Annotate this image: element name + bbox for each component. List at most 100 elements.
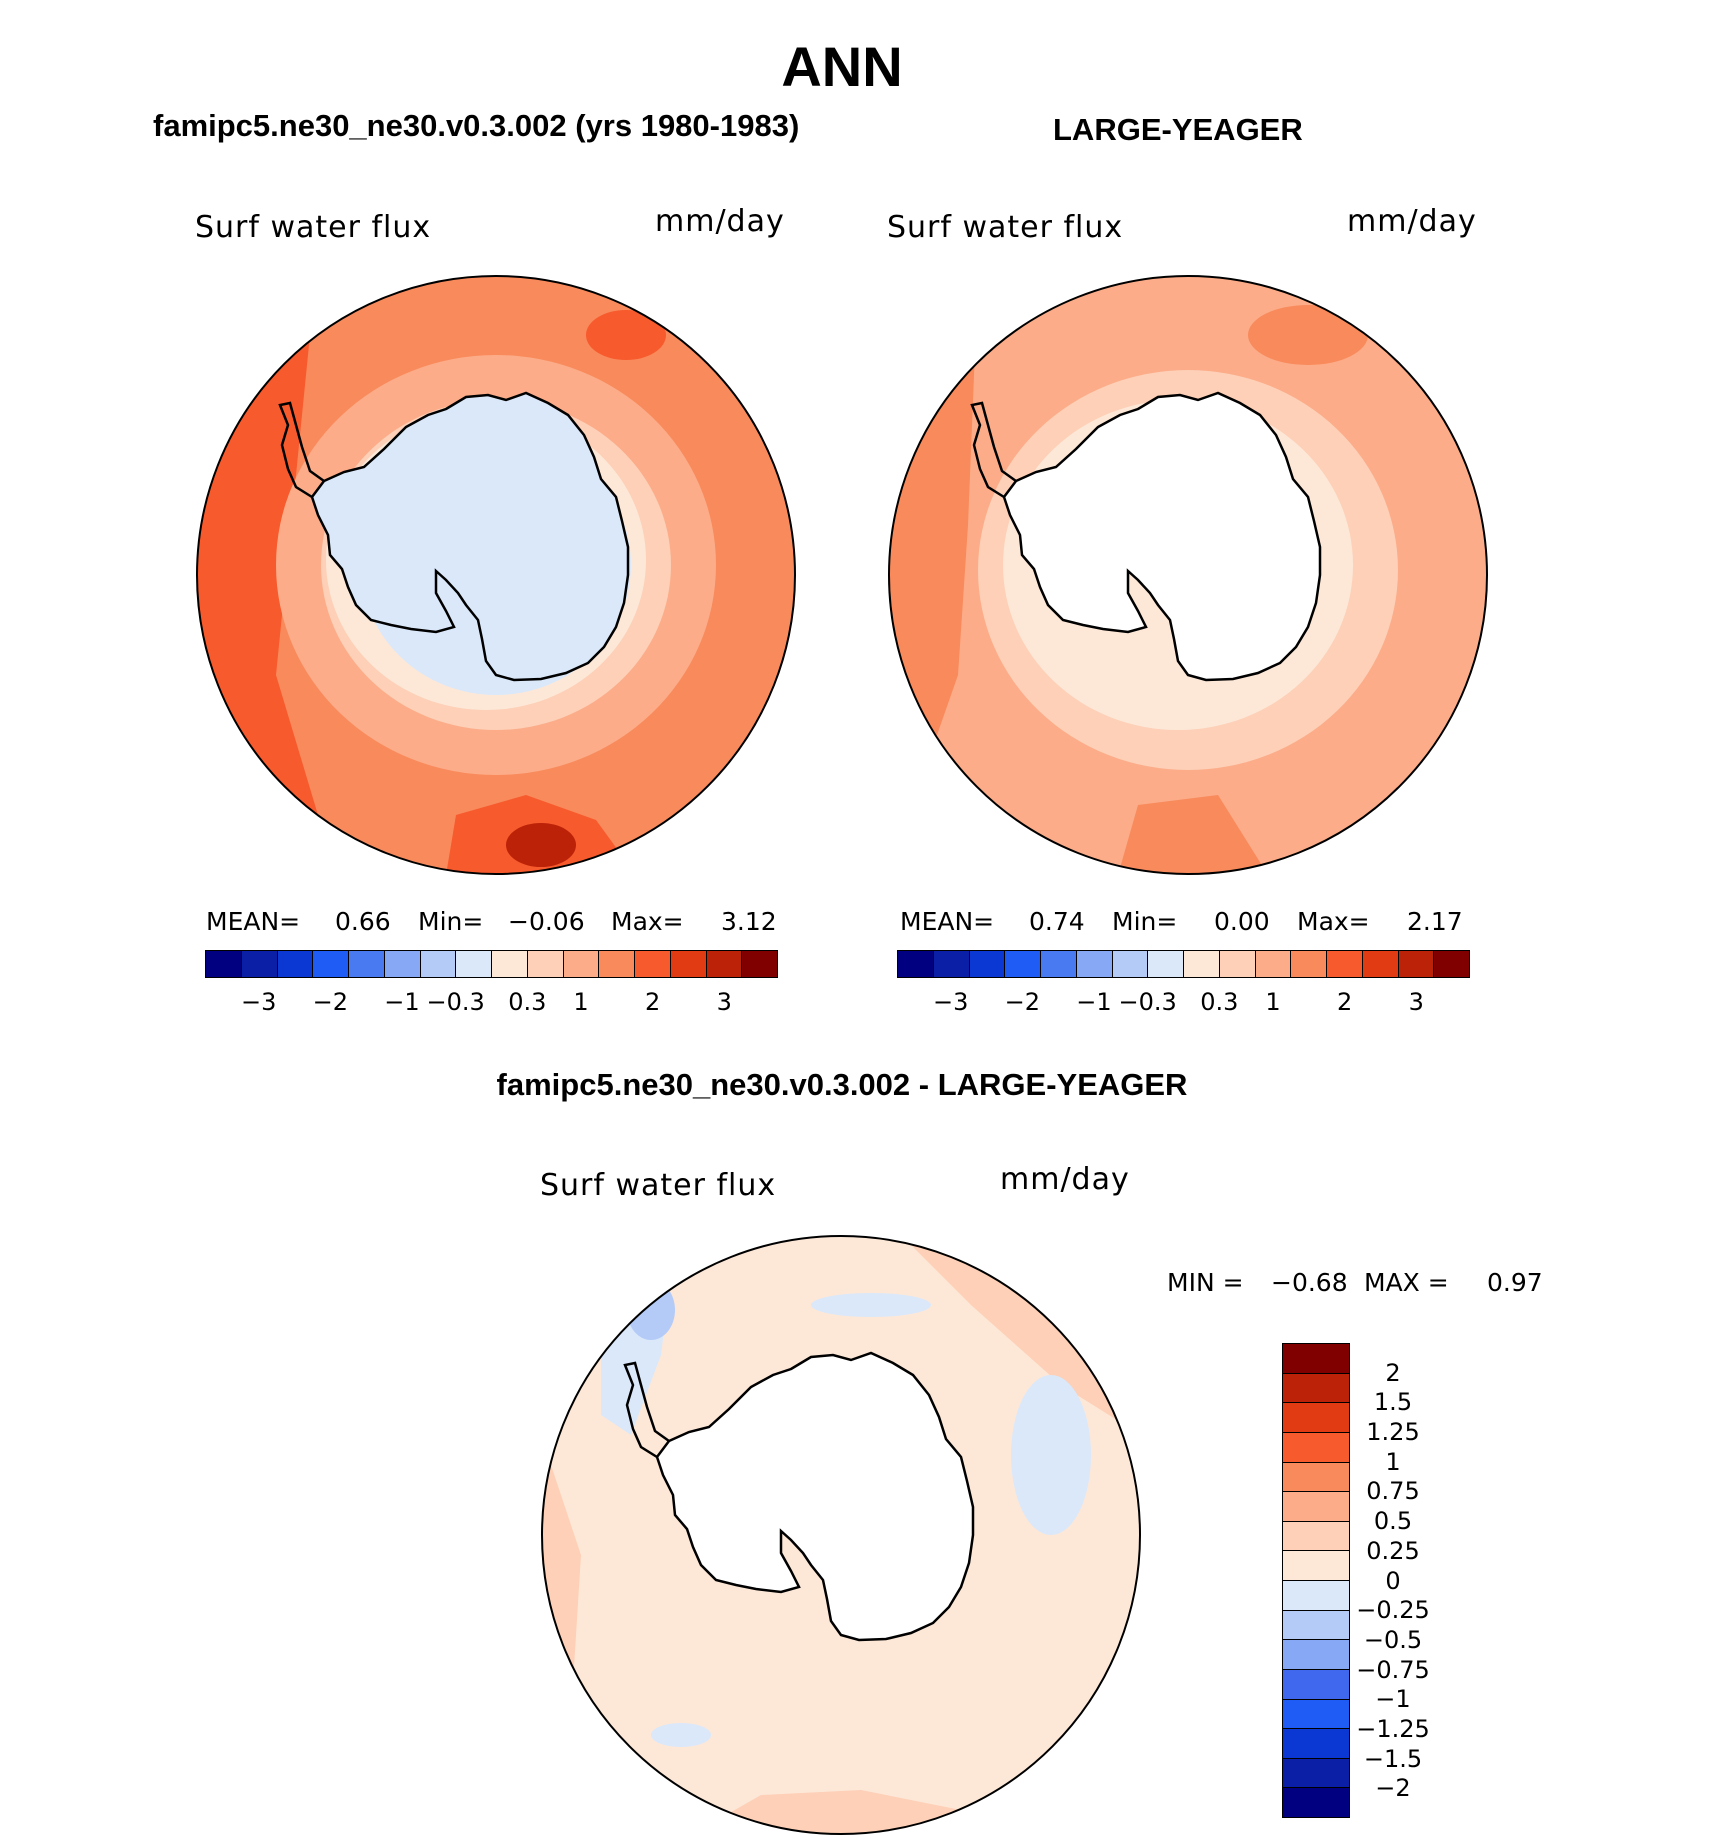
panel-title-model: famipc5.ne30_ne30.v0.3.002 (yrs 1980-198… bbox=[153, 108, 800, 143]
colorbar-swatch bbox=[313, 951, 349, 977]
colorbar-swatch bbox=[1255, 951, 1292, 977]
colorbar-swatch bbox=[742, 951, 777, 977]
colorbar-swatch bbox=[1041, 951, 1077, 977]
contour-region bbox=[506, 823, 576, 867]
map-border bbox=[196, 275, 796, 875]
colorbar-swatch bbox=[456, 951, 492, 977]
colorbar-swatch bbox=[706, 951, 743, 977]
diff-max-value: 0.97 bbox=[1487, 1268, 1543, 1297]
colorbar-tick-label: 2 bbox=[1337, 988, 1353, 1016]
colorbar-swatch bbox=[1327, 951, 1363, 977]
diff-min-label: MIN = bbox=[1167, 1268, 1244, 1297]
contour-region bbox=[1248, 305, 1368, 365]
colorbar-tick-label: −3 bbox=[933, 988, 969, 1016]
colorbar-swatch bbox=[1184, 951, 1220, 977]
colorbar-swatch bbox=[1283, 1373, 1349, 1404]
colorbar-swatch bbox=[1219, 951, 1256, 977]
colorbar-tick-label: −0.75 bbox=[1356, 1655, 1430, 1684]
colorbar-swatch bbox=[1283, 1462, 1349, 1493]
contour-region bbox=[901, 1236, 1140, 1435]
antarctica-coastline bbox=[310, 391, 630, 682]
antarctica-coastline bbox=[1002, 391, 1322, 682]
panel-title-obs: LARGE-YEAGER bbox=[1053, 112, 1303, 147]
colorbar-swatch bbox=[492, 951, 528, 977]
contour-region bbox=[627, 1280, 675, 1340]
colorbar-swatch bbox=[1283, 1344, 1349, 1374]
colorbar-swatch bbox=[1283, 1699, 1349, 1730]
colorbar-swatch bbox=[1283, 1521, 1349, 1552]
map-border bbox=[888, 275, 1488, 875]
colorbar-swatch bbox=[1362, 951, 1399, 977]
colorbar-tick-label: −0.25 bbox=[1356, 1596, 1430, 1625]
colorbar-swatch bbox=[1434, 951, 1469, 977]
units-label-model: mm/day bbox=[655, 204, 785, 239]
colorbar-tick-label: 1.5 bbox=[1373, 1388, 1413, 1417]
colorbar-swatch bbox=[349, 951, 385, 977]
colorbar-diff bbox=[1282, 1343, 1350, 1818]
mean-label-obs: MEAN= bbox=[900, 907, 995, 936]
variable-label-obs: Surf water flux bbox=[887, 210, 1124, 245]
colorbar-swatch bbox=[1291, 951, 1327, 977]
colorbar-swatch bbox=[635, 951, 671, 977]
colorbar-tick-label: 0.3 bbox=[508, 988, 547, 1016]
colorbar-swatch bbox=[563, 951, 600, 977]
contour-region bbox=[1011, 1375, 1091, 1535]
peninsula-coastline bbox=[623, 1361, 670, 1459]
panel-title-diff: famipc5.ne30_ne30.v0.3.002 - LARGE-YEAGE… bbox=[496, 1067, 1188, 1102]
colorbar-tick-label: 3 bbox=[716, 988, 732, 1016]
colorbar-swatch bbox=[206, 951, 242, 977]
colorbar-tick-label: 1.25 bbox=[1366, 1418, 1420, 1447]
colorbar-swatch bbox=[420, 951, 457, 977]
variable-label-diff: Surf water flux bbox=[540, 1168, 777, 1203]
page-title: ANN bbox=[781, 35, 903, 98]
mean-value-obs: 0.74 bbox=[1029, 907, 1085, 936]
colorbar-tick-label: −0.3 bbox=[1118, 988, 1177, 1016]
colorbar-tick-label: −1.5 bbox=[1363, 1744, 1423, 1773]
colorbar-swatch bbox=[277, 951, 314, 977]
colorbar-swatch bbox=[1398, 951, 1435, 977]
colorbar-tick-label: 0.5 bbox=[1373, 1507, 1413, 1536]
colorbar-swatch bbox=[1283, 1551, 1349, 1581]
colorbar-swatch bbox=[1283, 1610, 1349, 1641]
colorbar-swatch bbox=[241, 951, 278, 977]
max-value-model: 3.12 bbox=[721, 907, 777, 936]
colorbar-swatch bbox=[1005, 951, 1041, 977]
colorbar-tick-label: −2 bbox=[1004, 988, 1041, 1016]
colorbar-tick-label: 2 bbox=[1385, 1358, 1401, 1387]
colorbar-swatch bbox=[1283, 1432, 1349, 1463]
colorbar-tick-label: 0 bbox=[1385, 1566, 1401, 1595]
colorbar-tick-label: −1.25 bbox=[1356, 1714, 1430, 1743]
colorbar-swatch bbox=[1283, 1640, 1349, 1670]
map-border bbox=[541, 1235, 1141, 1835]
min-label-model: Min= bbox=[418, 907, 484, 936]
colorbar-swatch bbox=[1283, 1403, 1349, 1433]
colorbar-swatch bbox=[1283, 1729, 1349, 1759]
colorbar-swatch bbox=[384, 951, 421, 977]
colorbar-tick-label: −1 bbox=[1375, 1685, 1411, 1714]
peninsula-coastline bbox=[970, 401, 1017, 499]
contour-region bbox=[586, 310, 666, 360]
min-value-model: −0.06 bbox=[508, 907, 585, 936]
colorbar-swatch bbox=[1283, 1581, 1349, 1611]
polar-map-diff bbox=[541, 1235, 1141, 1835]
colorbar-tick-label: 0.75 bbox=[1366, 1477, 1420, 1506]
colorbar-swatch bbox=[969, 951, 1006, 977]
colorbar-tick-label: 2 bbox=[645, 988, 661, 1016]
min-value-obs: 0.00 bbox=[1214, 907, 1270, 936]
max-value-obs: 2.17 bbox=[1407, 907, 1463, 936]
max-label-obs: Max= bbox=[1297, 907, 1370, 936]
peninsula-coastline bbox=[278, 401, 325, 499]
colorbar-tick-label: 1 bbox=[1385, 1447, 1401, 1476]
colorbar-tick-label: −3 bbox=[241, 988, 277, 1016]
polar-map-obs bbox=[888, 275, 1488, 875]
colorbar-tick-label: 1 bbox=[1265, 988, 1281, 1016]
min-label-obs: Min= bbox=[1112, 907, 1178, 936]
polar-map-model bbox=[196, 275, 796, 875]
contour-region bbox=[889, 276, 978, 874]
colorbar-model bbox=[205, 950, 778, 978]
colorbar-swatch bbox=[1283, 1788, 1349, 1817]
colorbar-tick-label: 1 bbox=[573, 988, 589, 1016]
mean-label-model: MEAN= bbox=[206, 907, 301, 936]
colorbar-swatch bbox=[1112, 951, 1149, 977]
mean-value-model: 0.66 bbox=[335, 907, 391, 936]
